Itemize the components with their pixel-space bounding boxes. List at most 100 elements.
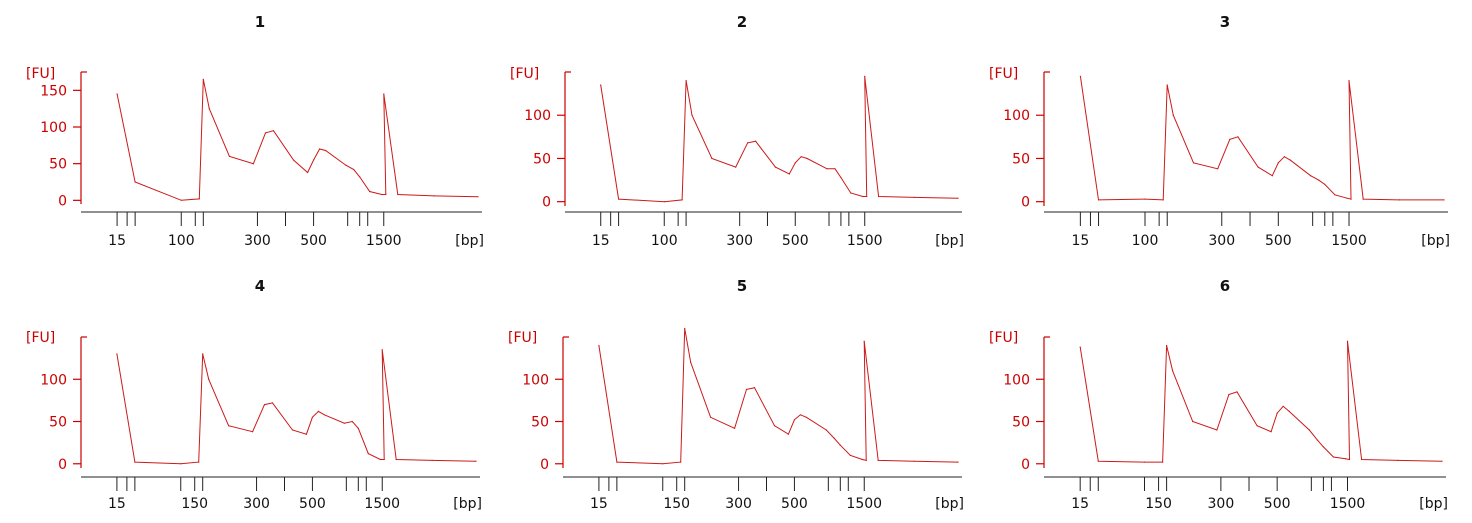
trace-point — [1166, 84, 1168, 86]
trace-point — [755, 140, 757, 142]
trace-point — [1346, 197, 1348, 199]
trace-line — [116, 349, 477, 465]
x-tick-label: 150 — [663, 496, 690, 512]
x-tick-label: 1500 — [1331, 233, 1367, 249]
trace-point — [1192, 420, 1194, 423]
trace-point — [826, 168, 828, 170]
trace-point — [840, 176, 842, 179]
trace-point — [735, 166, 737, 168]
trace-line — [1079, 76, 1444, 201]
trace-point — [383, 93, 385, 95]
trace-point — [252, 431, 254, 433]
trace-point — [1172, 114, 1174, 116]
x-tick-label: 1500 — [366, 233, 402, 249]
x-axis-label: [bp] — [455, 233, 484, 249]
trace-point — [745, 388, 748, 390]
trace-point — [1162, 461, 1164, 463]
trace-point — [1348, 80, 1350, 82]
trace-point — [1166, 344, 1168, 347]
trace-point — [317, 410, 319, 412]
trace-point — [681, 199, 683, 201]
trace-point — [600, 84, 602, 86]
trace-point — [913, 196, 916, 198]
y-tick-label: 50 — [531, 415, 549, 431]
trace-point — [799, 414, 802, 416]
y-axis-label: [FU] — [508, 330, 537, 346]
trace-point — [1332, 456, 1334, 458]
trace-point — [685, 80, 687, 82]
y-tick-label: 50 — [49, 157, 67, 173]
trace-point — [1228, 393, 1230, 396]
chart-title: 5 — [737, 277, 747, 295]
trace-point — [323, 414, 325, 416]
trace-point — [850, 192, 852, 194]
trace-point — [1097, 199, 1100, 201]
trace-point — [866, 195, 868, 198]
y-tick-label: 100 — [40, 120, 67, 136]
trace-point — [662, 463, 664, 465]
trace-point — [1334, 194, 1336, 196]
trace-point — [475, 460, 477, 462]
x-tick-label: 15 — [1071, 233, 1089, 249]
trace-point — [345, 164, 347, 166]
x-tick-label: 15 — [592, 233, 610, 249]
trace-point — [800, 156, 802, 158]
x-axis-label: [bp] — [453, 496, 482, 512]
trace-line — [600, 76, 959, 203]
trace-point — [180, 463, 182, 465]
trace-point — [116, 93, 118, 95]
x-tick-label: 500 — [1264, 496, 1291, 512]
y-tick-label: 100 — [522, 372, 549, 388]
trace-point — [395, 458, 397, 461]
trace-point — [1344, 458, 1347, 460]
trace-point — [684, 327, 686, 330]
x-axis-label: [bp] — [935, 233, 964, 249]
y-tick-label: 50 — [533, 151, 551, 167]
trace-point — [1346, 340, 1349, 342]
trace-point — [878, 195, 880, 198]
trace-point — [1097, 460, 1099, 462]
y-tick-label: 50 — [49, 415, 67, 431]
trace-point — [734, 427, 736, 429]
trace-point — [877, 459, 879, 461]
chart-title: 2 — [737, 13, 747, 31]
trace-point — [1283, 156, 1285, 158]
x-tick-label: 100 — [168, 233, 195, 249]
x-tick-label: 500 — [782, 233, 809, 249]
trace-point — [865, 459, 867, 461]
trace-point — [228, 425, 230, 427]
x-tick-label: 1500 — [847, 233, 883, 249]
trace-point — [1398, 199, 1401, 201]
trace-point — [833, 437, 835, 439]
x-tick-label: 500 — [300, 233, 327, 249]
y-axis-label: [FU] — [989, 66, 1018, 82]
x-tick-label: 15 — [590, 496, 608, 512]
trace-point — [1079, 75, 1081, 77]
trace-point — [618, 198, 620, 200]
chart-panel-4: 4 [FU] 0 50 100 15 150 300 500 1500 [bp] — [26, 277, 482, 512]
trace-point — [1361, 458, 1363, 461]
x-tick-label: 15 — [108, 233, 126, 249]
trace-point — [957, 461, 959, 463]
trace-point — [863, 340, 865, 342]
trace-point — [383, 458, 385, 461]
trace-point — [1236, 391, 1238, 393]
trace-point — [319, 148, 321, 150]
trace-point — [325, 149, 327, 152]
x-tick-label: 500 — [1265, 233, 1292, 249]
y-tick-label: 100 — [524, 108, 551, 124]
trace-point — [357, 427, 359, 429]
trace-point — [353, 168, 355, 171]
trace-point — [1216, 429, 1218, 431]
trace-point — [272, 130, 275, 132]
trace-point — [1229, 138, 1231, 140]
trace-point — [1308, 429, 1310, 431]
trace-point — [379, 458, 381, 461]
trace-point — [1282, 405, 1284, 407]
x-tick-label: 1500 — [364, 496, 400, 512]
trace-point — [747, 142, 749, 144]
x-tick-label: 1500 — [1330, 496, 1366, 512]
y-tick-label: 100 — [40, 372, 67, 388]
y-tick-label: 0 — [58, 457, 67, 473]
trace-point — [663, 201, 665, 203]
